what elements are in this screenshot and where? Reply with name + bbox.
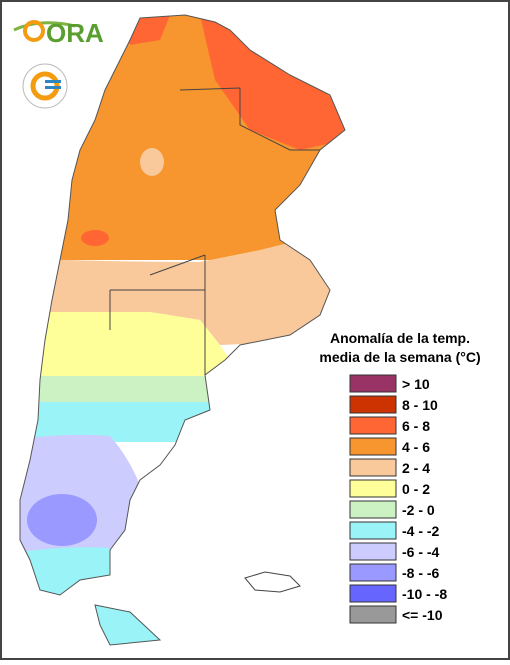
legend-swatch [349, 521, 397, 540]
map-zone [27, 494, 97, 546]
legend-swatch [349, 584, 397, 603]
map-zone [200, 15, 345, 150]
legend-swatch [349, 458, 397, 477]
legend-swatch [349, 416, 397, 435]
legend-label: -6 - -4 [402, 544, 440, 560]
legend-swatch [349, 479, 397, 498]
legend-title: media de la semana (°C) [319, 349, 480, 365]
legend: > 10 8 - 10 6 - 8 4 - 6 2 - 4 0 - 2 -2 - 0 -4 -… [349, 374, 447, 624]
legend-swatch [349, 374, 397, 393]
map-zone [81, 230, 109, 246]
legend-label: 2 - 4 [402, 460, 430, 476]
legend-label: 6 - 8 [402, 418, 430, 434]
legend-label: -2 - 0 [402, 502, 435, 518]
country-outline [19, 14, 346, 596]
legend-label: 8 - 10 [402, 397, 438, 413]
islands [244, 571, 301, 593]
logo-text: ORA [46, 18, 104, 48]
map-zone [140, 148, 164, 176]
legend-swatch [349, 605, 397, 624]
legend-swatch [349, 395, 397, 414]
legend-label: -10 - -8 [402, 586, 447, 602]
legend-swatch [349, 542, 397, 561]
logo: ORA [13, 18, 104, 109]
tierra-del-fuego [94, 604, 162, 646]
legend-swatch [349, 500, 397, 519]
map-zone [20, 240, 340, 345]
legend-label: -4 - -2 [402, 523, 440, 539]
legend-label: 0 - 2 [402, 481, 430, 497]
legend-swatch [349, 563, 397, 582]
legend-swatch [349, 437, 397, 456]
legend-label: <= -10 [402, 607, 443, 623]
legend-label: > 10 [402, 376, 430, 392]
legend-label: -8 - -6 [402, 565, 440, 581]
legend-title: Anomalía de la temp. [330, 330, 470, 346]
legend-label: 4 - 6 [402, 439, 430, 455]
map-zone [20, 312, 230, 378]
region-borders [109, 87, 320, 375]
